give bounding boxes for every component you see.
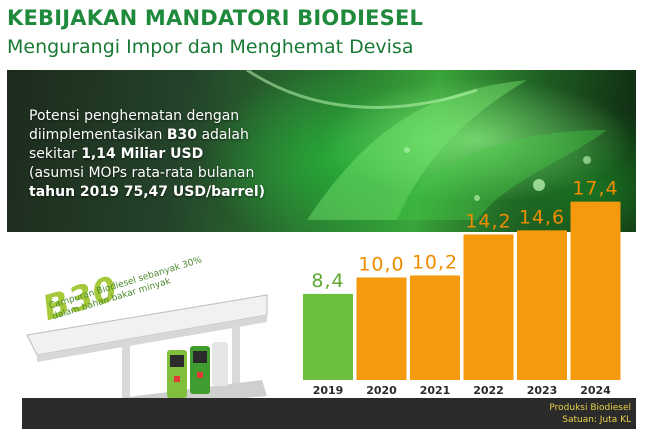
savings-description: Potensi penghematan dengan diimplementas…: [29, 107, 319, 202]
banner-image: Potensi penghematan dengan diimplementas…: [7, 70, 636, 232]
page-subtitle: Mengurangi Impor dan Menghemat Devisa: [7, 36, 414, 58]
x-tick-label-2021: 2021: [420, 384, 451, 397]
x-tick-label-2019: 2019: [313, 384, 344, 397]
footer-bar: [22, 398, 636, 429]
savings-line-5: tahun 2019 75,47 USD/barrel): [29, 184, 266, 200]
bar-2022: [463, 234, 514, 380]
x-tick-label-2022: 2022: [473, 384, 504, 397]
data-label-2023: 14,6: [519, 206, 565, 228]
page-title: KEBIJAKAN MANDATORI BIODIESEL: [7, 6, 424, 30]
liquid-splash-illustration: [246, 70, 607, 220]
x-tick-label-2024: 2024: [580, 384, 611, 397]
data-label-2024: 17,4: [572, 178, 618, 200]
bar-2019: [303, 293, 353, 380]
bar-2024: [570, 201, 621, 380]
data-label-2020: 10,0: [358, 254, 404, 276]
data-label-2022: 14,2: [465, 210, 511, 232]
unit-line: Satuan: Juta KL: [562, 415, 631, 425]
savings-line-3: sekitar 1,14 Miliar USD: [29, 146, 204, 162]
data-label-2021: 10,2: [412, 251, 458, 273]
chart-source-note: Produksi Biodiesel Satuan: Juta KL: [549, 402, 631, 426]
bar-2020: [356, 277, 407, 380]
x-tick-label-2020: 2020: [366, 384, 397, 397]
bar-2021: [410, 275, 460, 380]
data-label-2019: 8,4: [311, 270, 344, 292]
savings-line-1: Potensi penghematan dengan: [29, 108, 240, 124]
savings-line-4: (asumsi MOPs rata-rata bulanan: [29, 165, 255, 181]
biodiesel-production-chart: 8,4 2019 10,0 2020 10,2 2021 14,2 2022 14,6 2023 1…: [303, 178, 621, 397]
source-line-1: Produksi Biodiesel: [549, 403, 631, 413]
savings-line-2: diimplementasikan B30 adalah: [29, 127, 249, 143]
bar-2023: [517, 230, 567, 380]
x-tick-label-2023: 2023: [527, 384, 558, 397]
